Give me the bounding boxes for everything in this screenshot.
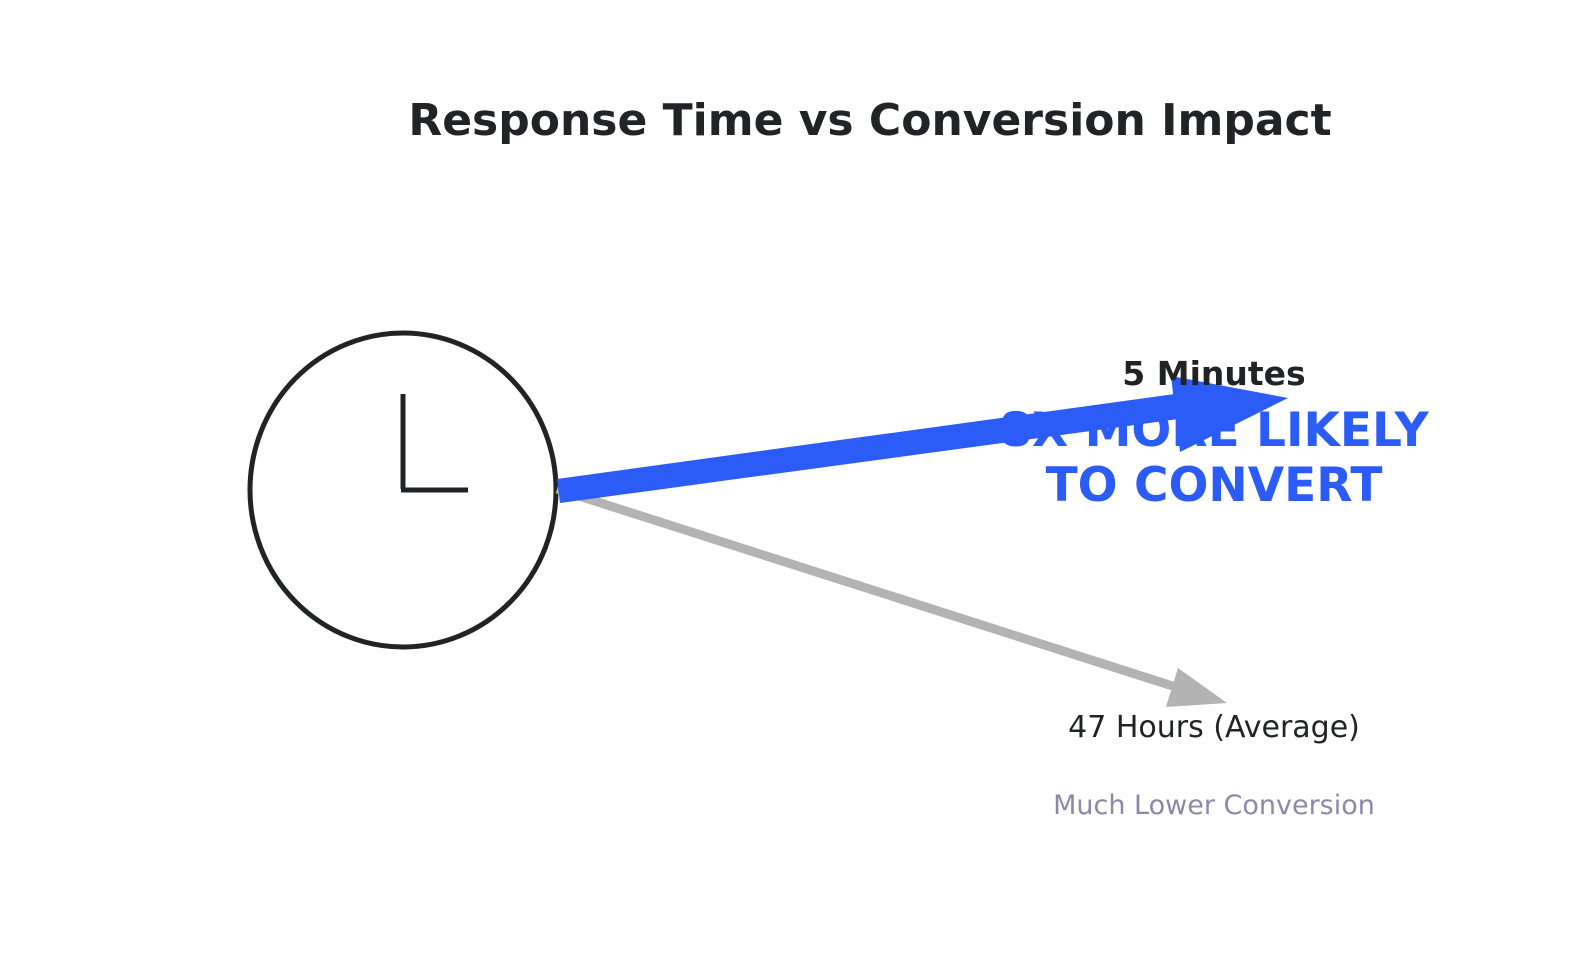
impact-line-1: 8X MORE LIKELY (999, 403, 1429, 458)
slow-conversion-label: Much Lower Conversion (1053, 790, 1375, 821)
slow-arrow-head (1166, 668, 1227, 707)
conversion-impact-label: 8X MORE LIKELY TO CONVERT (944, 403, 1484, 513)
fast-response-arrow (557, 376, 1288, 503)
slow-response-arrow (555, 484, 1227, 707)
clock-icon (247, 330, 559, 650)
chart-title: Response Time vs Conversion Impact (408, 95, 1332, 146)
fast-arrow-head (1171, 376, 1288, 452)
slow-response-label: 47 Hours (Average) (1068, 710, 1360, 745)
impact-line-2: TO CONVERT (1045, 458, 1383, 513)
fast-response-label: 5 Minutes (1122, 354, 1306, 393)
